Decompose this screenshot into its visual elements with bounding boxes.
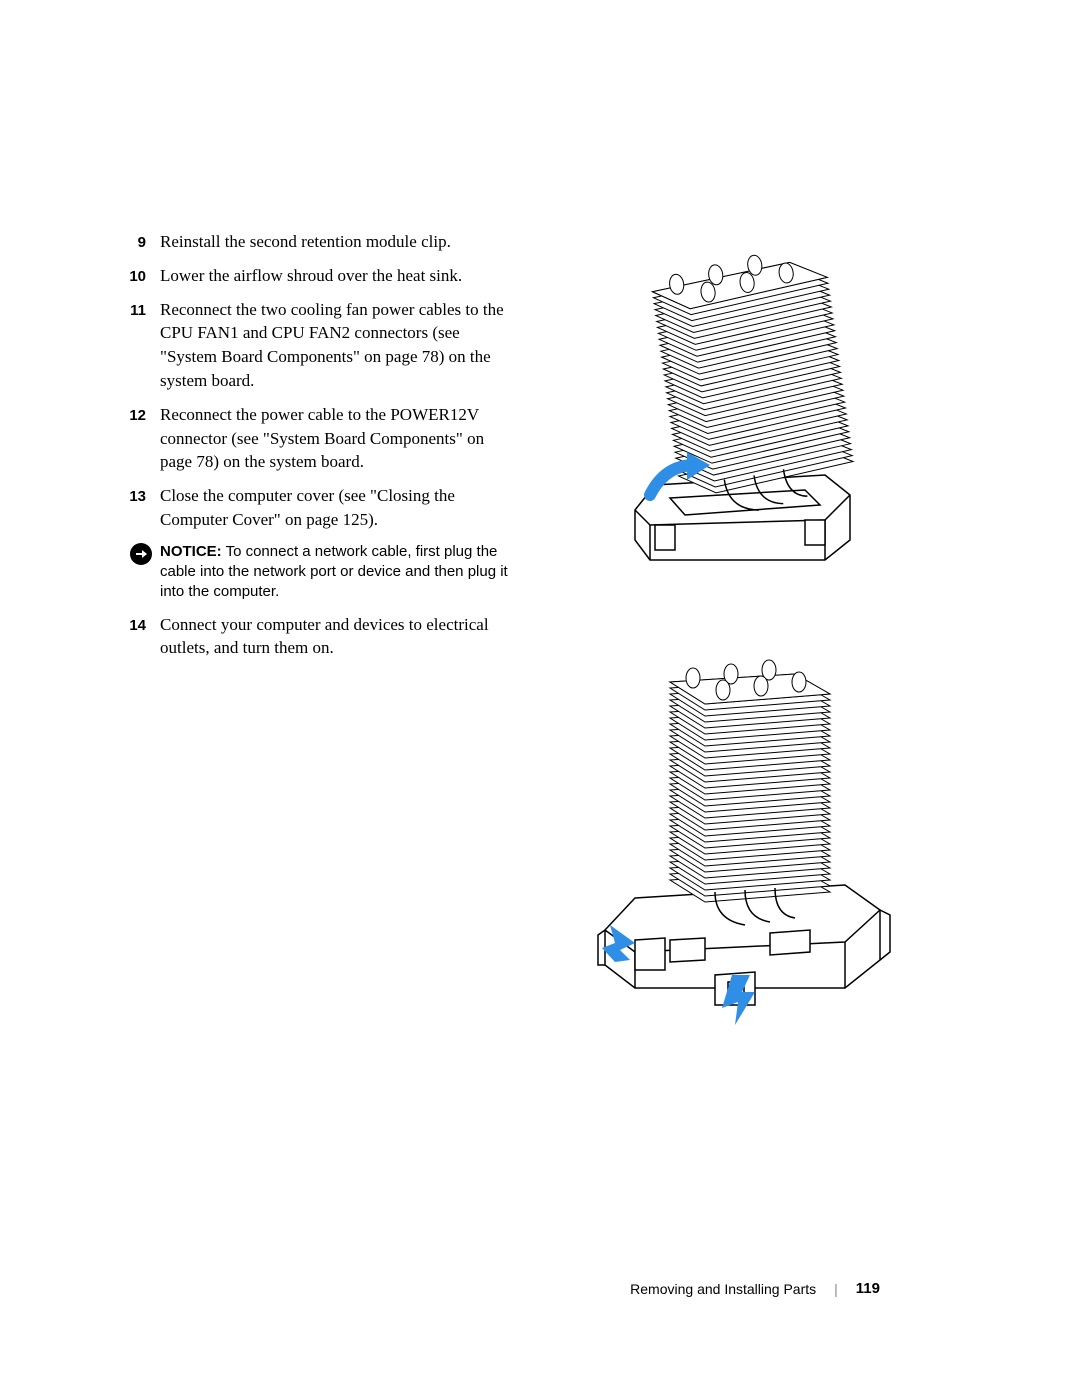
content-columns: 9 Reinstall the second retention module … (120, 230, 940, 1030)
text-column: 9 Reinstall the second retention module … (120, 230, 520, 1030)
manual-page: 9 Reinstall the second retention module … (0, 0, 1080, 1397)
step-number: 11 (120, 298, 160, 393)
step-number: 13 (120, 484, 160, 532)
heatsink-tilted-illustration (595, 230, 895, 590)
illustration-column (550, 230, 940, 1030)
page-footer: Removing and Installing Parts | 119 (630, 1280, 880, 1297)
step-number: 10 (120, 264, 160, 288)
heatsink-tilted-svg (595, 230, 895, 590)
heatsink-seated-illustration (580, 630, 910, 1030)
step-number: 9 (120, 230, 160, 254)
step-12: 12 Reconnect the power cable to the POWE… (120, 403, 520, 474)
step-text: Lower the airflow shroud over the heat s… (160, 264, 520, 288)
step-13: 13 Close the computer cover (see "Closin… (120, 484, 520, 532)
notice-block: NOTICE: To connect a network cable, firs… (120, 542, 520, 603)
notice-icon-wrap (120, 542, 160, 565)
step-14: 14 Connect your computer and devices to … (120, 613, 520, 661)
step-number: 12 (120, 403, 160, 474)
step-text: Reconnect the two cooling fan power cabl… (160, 298, 520, 393)
notice-text: NOTICE: To connect a network cable, firs… (160, 542, 520, 603)
step-text: Reinstall the second retention module cl… (160, 230, 520, 254)
step-text: Connect your computer and devices to ele… (160, 613, 520, 661)
step-11: 11 Reconnect the two cooling fan power c… (120, 298, 520, 393)
heatsink-seated-svg (580, 630, 910, 1030)
footer-section: Removing and Installing Parts (630, 1281, 816, 1297)
step-text: Reconnect the power cable to the POWER12… (160, 403, 520, 474)
footer-page-number: 119 (856, 1280, 880, 1297)
step-number: 14 (120, 613, 160, 661)
step-text: Close the computer cover (see "Closing t… (160, 484, 520, 532)
footer-divider: | (834, 1281, 838, 1297)
notice-arrow-icon (130, 543, 152, 565)
step-9: 9 Reinstall the second retention module … (120, 230, 520, 254)
notice-label: NOTICE: (160, 543, 222, 560)
step-10: 10 Lower the airflow shroud over the hea… (120, 264, 520, 288)
